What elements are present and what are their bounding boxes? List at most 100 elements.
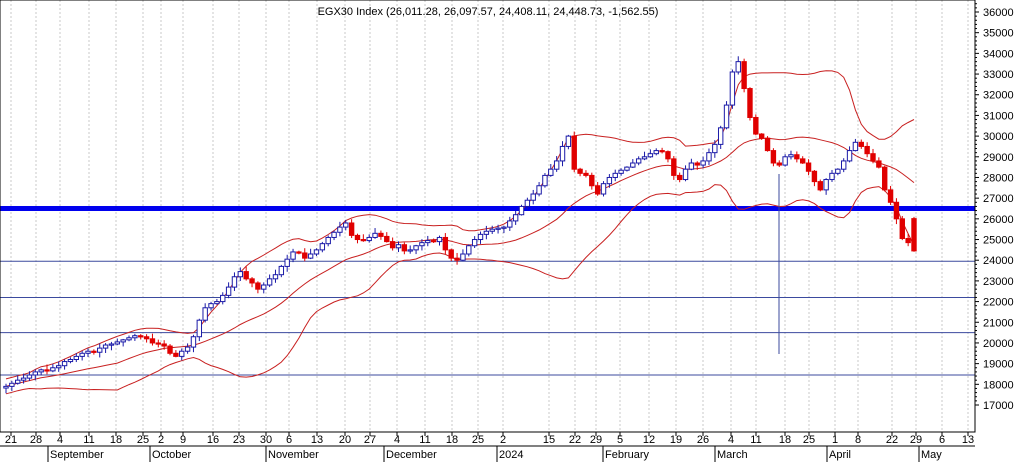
y-tick-label: 30000 — [983, 131, 1014, 143]
candle-up — [26, 374, 33, 379]
y-tick-label: 23000 — [983, 276, 1014, 288]
x-tick-label: 15 — [543, 434, 555, 446]
candle-up — [225, 286, 232, 296]
candle-down — [296, 251, 302, 254]
candle-down — [583, 172, 589, 176]
candle-up — [524, 199, 531, 207]
x-tick-label: 21 — [5, 434, 17, 446]
candle-up — [717, 127, 724, 145]
x-tick-label: 13 — [311, 434, 323, 446]
candle-down — [454, 257, 460, 261]
candle-up — [61, 361, 68, 367]
month-label: April — [829, 449, 851, 461]
candle-up — [290, 251, 296, 260]
candle-down — [676, 174, 683, 181]
candle-down — [155, 342, 162, 345]
candle-up — [395, 244, 402, 249]
candle-up — [559, 145, 566, 162]
candle-up — [56, 365, 62, 369]
candle-down — [173, 352, 179, 357]
candle-up — [231, 276, 238, 288]
candle-up — [729, 71, 736, 106]
candle-down — [887, 189, 894, 203]
candle-up — [782, 156, 788, 166]
candle-down — [817, 181, 823, 191]
candle-down — [770, 150, 777, 164]
candle-down — [870, 153, 876, 162]
candle-up — [266, 278, 273, 286]
x-tick-label: 1 — [832, 434, 838, 446]
candle-down — [589, 174, 595, 187]
x-axis: 21 28 4 11 18 25 2 9 16 23 30 6 13 20 27 4 11 18 25 2 15 22 29… — [0, 432, 975, 462]
candle-up — [425, 240, 431, 244]
candle-down — [255, 282, 261, 290]
candle-down — [753, 116, 759, 135]
x-tick-label: 19 — [670, 434, 682, 446]
candle-down — [354, 234, 361, 241]
candle-down — [249, 278, 255, 284]
candle-up — [214, 301, 220, 305]
y-tick-label: 29000 — [983, 152, 1014, 164]
candle-down — [44, 369, 50, 372]
y-tick-label: 24000 — [983, 255, 1014, 267]
candle-up — [284, 258, 290, 267]
candle-down — [577, 168, 583, 174]
support-resistance-lines — [0, 206, 975, 376]
candle-up — [641, 156, 648, 160]
candle-up — [372, 232, 378, 238]
candle-up — [3, 385, 9, 389]
candle-down — [448, 249, 454, 259]
y-tick-label: 27000 — [983, 193, 1014, 205]
candle-up — [512, 214, 519, 222]
candle-up — [483, 230, 490, 235]
candle-up — [688, 162, 695, 170]
x-tick-label: 29 — [910, 434, 922, 446]
y-tick-label: 35000 — [983, 28, 1014, 40]
candle-up — [67, 358, 74, 363]
x-tick-label: 30 — [260, 434, 272, 446]
x-tick-label: 29 — [590, 434, 602, 446]
candle-up — [460, 253, 466, 261]
y-tick-label: 21000 — [983, 317, 1014, 329]
candle-up — [307, 253, 314, 259]
candle-up — [600, 183, 607, 195]
x-tick-label: 5 — [617, 434, 623, 446]
candle-up — [624, 166, 630, 171]
candle-up — [846, 150, 853, 162]
plot-frame — [0, 0, 976, 433]
candle-down — [905, 237, 911, 244]
candle-down — [858, 141, 864, 147]
y-tick-label: 26000 — [983, 214, 1014, 226]
candle-down — [805, 162, 812, 172]
candle-down — [138, 335, 144, 338]
candle-down — [442, 236, 449, 251]
candle-down — [384, 235, 390, 243]
y-tick-label: 22000 — [983, 297, 1014, 309]
candle-up — [565, 135, 572, 147]
x-tick-label: 18 — [779, 434, 791, 446]
candle-down — [794, 154, 800, 160]
candle-down — [348, 222, 355, 236]
candle-down — [694, 162, 700, 166]
candle-down — [430, 240, 437, 243]
candle-up — [630, 162, 636, 168]
y-tick-label: 32000 — [983, 90, 1014, 102]
x-tick-label: 12 — [643, 434, 655, 446]
y-tick-label: 31000 — [983, 110, 1014, 122]
candle-down — [893, 201, 900, 220]
candle-up — [20, 377, 27, 381]
candle-up — [202, 307, 208, 321]
candle-up — [495, 227, 501, 230]
candle-up — [612, 172, 618, 178]
candle-up — [841, 160, 847, 170]
candle-up — [108, 343, 115, 346]
x-tick-label: 23 — [233, 434, 245, 446]
candle-up — [32, 371, 38, 376]
candle-down — [882, 166, 888, 191]
x-tick-label: 4 — [394, 434, 400, 446]
candle-up — [635, 158, 642, 164]
candle-down — [571, 135, 577, 170]
candle-up — [50, 367, 56, 372]
x-tick-label: 25 — [803, 434, 815, 446]
x-tick-label: 25 — [137, 434, 149, 446]
